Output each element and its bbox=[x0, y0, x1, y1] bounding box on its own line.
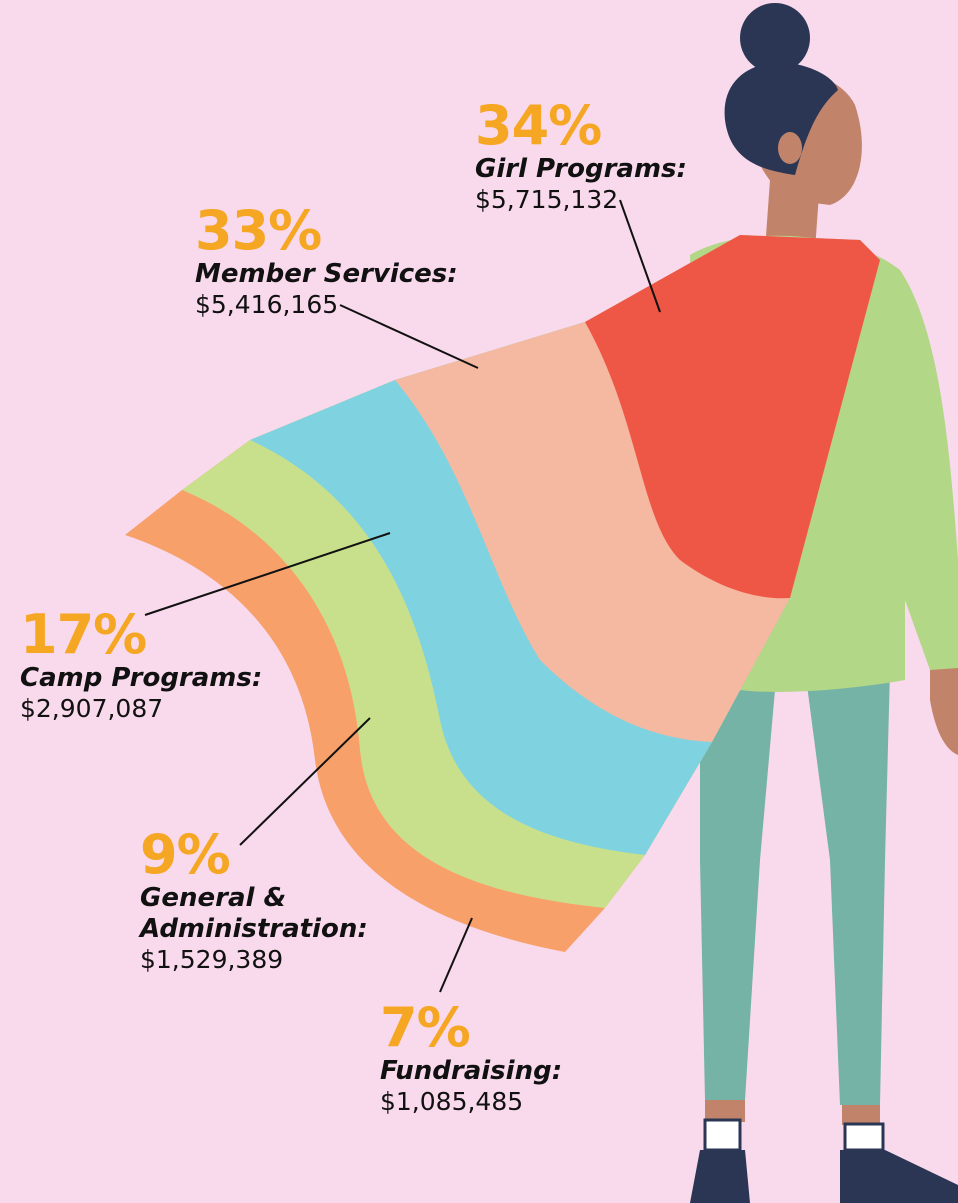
sock bbox=[703, 1118, 742, 1152]
leader-line bbox=[239, 717, 371, 846]
hair-bun bbox=[740, 3, 810, 73]
label-group: 33% Member Services: $5,416,165 bbox=[195, 203, 458, 320]
hair bbox=[724, 62, 838, 175]
ankle bbox=[842, 1105, 880, 1125]
percent-label: 7% bbox=[380, 996, 471, 1059]
leg bbox=[700, 690, 775, 1100]
amount-label: $1,085,485 bbox=[380, 1087, 524, 1116]
category-label: Camp Programs: bbox=[20, 663, 263, 693]
leader-line bbox=[619, 199, 661, 313]
label-group: 34% Girl Programs: $5,715,132 bbox=[475, 98, 687, 215]
amount-label: $5,715,132 bbox=[475, 185, 619, 214]
leader-line bbox=[339, 304, 479, 369]
amount-label: $5,416,165 bbox=[195, 290, 339, 319]
percent-label: 33% bbox=[195, 199, 322, 262]
amount-label: $2,907,087 bbox=[20, 694, 164, 723]
shoe bbox=[840, 1150, 958, 1203]
ankle bbox=[705, 1100, 745, 1122]
percent-label: 17% bbox=[20, 603, 147, 666]
leader-lines bbox=[144, 199, 661, 993]
category-label: Fundraising: bbox=[380, 1056, 563, 1086]
amount-label: $1,529,389 bbox=[140, 945, 284, 974]
leader-line bbox=[439, 917, 473, 993]
category-label: Girl Programs: bbox=[475, 154, 687, 184]
label-group: 7% Fundraising: $1,085,485 bbox=[380, 1000, 562, 1117]
cape bbox=[125, 235, 880, 952]
label-group: 17% Camp Programs: $2,907,087 bbox=[20, 607, 262, 724]
percent-label: 34% bbox=[475, 94, 602, 157]
cape-stripe bbox=[585, 235, 880, 599]
sock bbox=[843, 1122, 885, 1152]
shoe bbox=[690, 1150, 750, 1203]
category-label: Member Services: bbox=[195, 259, 458, 289]
percent-label: 9% bbox=[140, 823, 231, 886]
leg bbox=[805, 670, 890, 1105]
hand bbox=[930, 668, 958, 755]
label-group: 9% General & Administration: $1,529,389 bbox=[140, 827, 370, 975]
ear bbox=[778, 132, 802, 164]
category-label: General & Administration: bbox=[140, 883, 368, 944]
leader-line bbox=[144, 532, 391, 616]
